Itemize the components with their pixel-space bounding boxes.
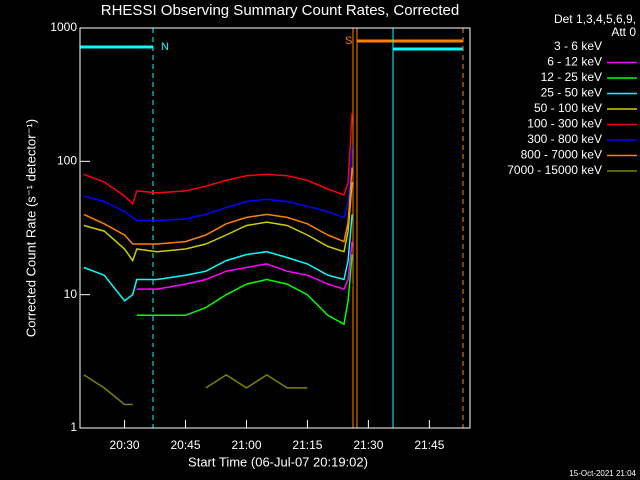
legend-label: 12 - 25 keV xyxy=(541,70,602,84)
legend-label: 7000 - 15000 keV xyxy=(507,163,602,177)
series-line xyxy=(136,241,353,291)
series-line xyxy=(136,284,353,349)
legend-label: 800 - 7000 keV xyxy=(521,148,602,162)
legend-label: 100 - 300 keV xyxy=(527,117,602,131)
x-tick-label: 20:45 xyxy=(171,438,201,452)
x-axis-label: Start Time (06-Jul-07 20:19:02) xyxy=(188,454,368,469)
y-tick-label: 10 xyxy=(64,287,78,301)
legend-label: 50 - 100 keV xyxy=(534,101,602,115)
legend-title: Det 1,3,4,5,6,9, xyxy=(554,12,636,26)
footer: 15-Oct-2021 21:04 xyxy=(569,469,636,478)
legend-label: 6 - 12 keV xyxy=(547,55,602,69)
legend-label: 3 - 6 keV xyxy=(554,39,602,53)
state-bars: N S xyxy=(80,28,464,428)
annotation: S xyxy=(345,35,352,47)
annotation: N xyxy=(161,41,169,53)
series-line xyxy=(83,113,353,206)
series-line xyxy=(83,146,353,222)
x-tick-label: 21:15 xyxy=(292,438,322,452)
x-tick-label: 20:30 xyxy=(110,438,140,452)
series-line xyxy=(83,374,308,406)
y-tick-label: 100 xyxy=(57,154,77,168)
legend-label: 25 - 50 keV xyxy=(541,86,602,100)
series-line xyxy=(83,214,353,302)
legend-label: 300 - 800 keV xyxy=(527,132,602,146)
series-line xyxy=(83,167,353,245)
chart-title: RHESSI Observing Summary Count Rates, Co… xyxy=(101,2,459,19)
series-line xyxy=(136,254,353,326)
plot-frame xyxy=(79,27,471,429)
y-tick-label: 1 xyxy=(70,420,77,434)
x-tick-label: 21:30 xyxy=(353,438,383,452)
x-tick-label: 21:45 xyxy=(414,438,444,452)
y-axis-label: Corrected Count Rate (s⁻¹ detector⁻¹) xyxy=(23,119,38,337)
series-line xyxy=(83,181,353,263)
x-tick-label: 21:00 xyxy=(231,438,261,452)
y-tick-label: 1000 xyxy=(50,20,77,34)
legend-title: Att 0 xyxy=(611,25,636,39)
